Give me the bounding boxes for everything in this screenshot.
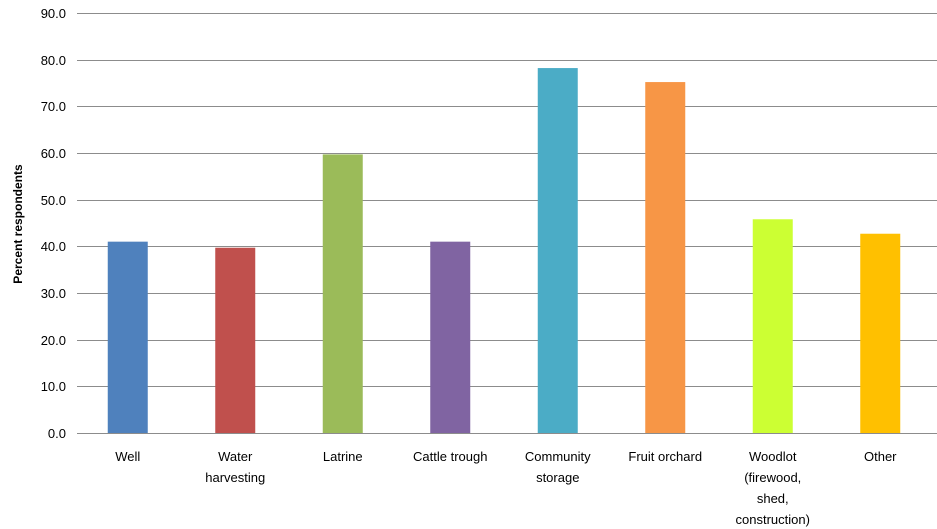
x-category-label: Latrine [323,449,363,464]
x-category-label-line: (firewood, [744,470,801,485]
bar [645,82,686,434]
x-axis-labels: Well Water harvesting Latrine Cattle trough C… [115,449,897,527]
bar [322,154,363,433]
x-category-label: Other [864,449,897,464]
y-tick-label: 40.0 [41,239,66,254]
x-category-label: Community storage [525,449,591,485]
bar [752,219,793,433]
bar [860,233,901,433]
x-category-label-line: Well [115,449,140,464]
y-tick-label: 0.0 [48,426,66,441]
y-tick-label: 90.0 [41,6,66,21]
x-category-label: Water harvesting [205,449,265,485]
x-category-label: Fruit orchard [628,449,702,464]
x-category-label-line: Woodlot [749,449,797,464]
x-category-label-line: Cattle trough [413,449,487,464]
y-axis-title: Percent respondents [11,164,25,284]
x-category-label-line: Water [218,449,253,464]
x-category-label-line: harvesting [205,470,265,485]
y-tick-label: 70.0 [41,99,66,114]
bar [430,241,471,433]
bars [107,68,901,434]
x-category-label: Cattle trough [413,449,487,464]
y-tick-label: 30.0 [41,286,66,301]
x-category-label-line: Fruit orchard [628,449,702,464]
y-tick-label: 80.0 [41,53,66,68]
x-category-label-line: construction) [736,512,810,527]
x-category-label: Well [115,449,140,464]
y-tick-label: 60.0 [41,146,66,161]
bar [107,241,148,433]
x-category-label-line: Other [864,449,897,464]
x-category-label-line: storage [536,470,579,485]
x-category-label-line: shed, [757,491,789,506]
y-tick-label: 20.0 [41,333,66,348]
y-tick-label: 50.0 [41,193,66,208]
x-category-label: Woodlot (firewood, shed, construction) [736,449,810,527]
gridlines [77,13,937,434]
bar [215,247,256,433]
x-category-label-line: Community [525,449,591,464]
bar [537,68,578,434]
y-tick-label: 10.0 [41,379,66,394]
x-category-label-line: Latrine [323,449,363,464]
y-axis-ticks: 0.0 10.0 20.0 30.0 40.0 50.0 60.0 70.0 80.0 90.0 [41,6,66,441]
